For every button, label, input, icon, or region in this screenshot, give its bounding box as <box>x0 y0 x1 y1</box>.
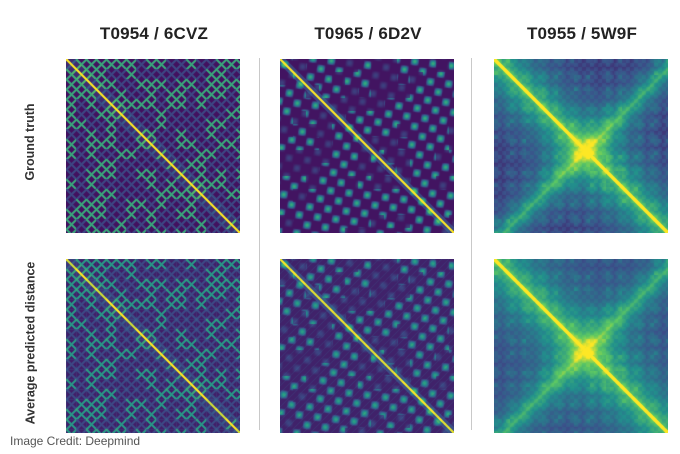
column-title-3: T0955 / 5W9F <box>526 24 638 43</box>
contact-map-t0954-predicted <box>66 259 240 433</box>
column-title-2: T0965 / 6D2V <box>314 24 422 43</box>
contact-map-t0955-ground-truth <box>494 59 668 233</box>
row-label-ground-truth: Ground truth <box>23 103 37 181</box>
row-label-average-predicted-distance: Average predicted distance <box>23 261 38 425</box>
column-title-1: T0954 / 6CVZ <box>99 24 209 43</box>
image-credit: Image Credit: Deepmind <box>10 434 141 448</box>
contact-map-t0965-ground-truth <box>280 59 454 233</box>
contact-map-t0954-ground-truth <box>66 59 240 233</box>
column-divider-1 <box>259 58 260 430</box>
column-divider-2 <box>471 58 472 430</box>
contact-map-t0955-predicted <box>494 259 668 433</box>
contact-map-t0965-predicted <box>280 259 454 433</box>
